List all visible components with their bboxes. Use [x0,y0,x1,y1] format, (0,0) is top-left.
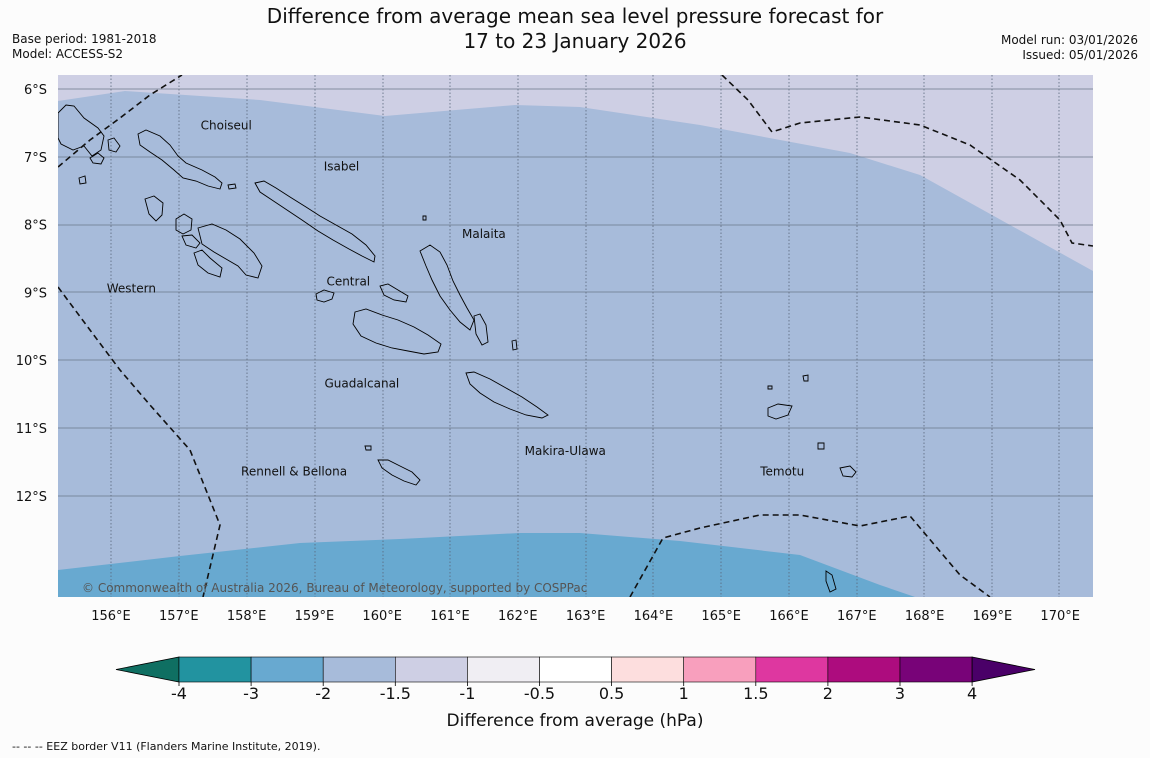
eez-borders [58,75,1093,597]
colorbar-swatch [755,656,829,683]
model-name: Model: ACCESS-S2 [12,47,124,61]
colorbar-tick-label: 0.5 [599,684,624,703]
solomon-islands-coastlines [58,104,857,593]
colorbar-tick-label: 1.5 [743,684,768,703]
lon-tick-label: 164°E [634,609,674,624]
lat-tick-label: 7°S [24,151,47,166]
lon-tick-label: 158°E [227,609,267,624]
place-label: Malaita [462,227,506,241]
latitude-tick-labels: 6°S 7°S 8°S 9°S 10°S 11°S 12°S [16,83,47,505]
place-label: Rennell & Bellona [241,464,347,478]
colorbar-swatch [250,656,324,683]
parallel-lines [58,88,1093,497]
lon-tick-label: 166°E [769,609,809,624]
lat-tick-label: 6°S [24,83,47,98]
place-label: Choiseul [201,119,252,133]
colorbar-tick-label: -1.5 [380,684,411,703]
colorbar-extend-high [971,656,1036,683]
lat-tick-label: 9°S [24,286,47,301]
colorbar-swatch [683,656,757,683]
colorbar-swatch [322,656,396,683]
lon-tick-label: 159°E [295,609,335,624]
title-line-1: Difference from average mean sea level p… [266,4,884,28]
colorbar-swatch [178,656,252,683]
colorbar-swatch [827,656,901,683]
region-blue-grey [58,91,1093,597]
lon-tick-label: 161°E [430,609,470,624]
lon-tick-label: 170°E [1040,609,1080,624]
model-run: Model run: 03/01/2026 [1000,33,1138,47]
meridian-lines [110,75,1060,597]
title-line-2: 17 to 23 January 2026 [463,29,687,53]
colorbar-tick-label: -4 [171,684,187,703]
colorbar-swatches [115,656,1036,683]
region-medium-blue [58,533,915,597]
colorbar: -4 -3 -2 -1.5 -1 -0.5 0.5 1 1.5 2 3 4 Difference fr… [115,656,1036,731]
lon-tick-label: 169°E [973,609,1013,624]
colorbar-swatch [899,656,973,683]
colorbar-swatch [539,656,612,683]
colorbar-tick-label: 3 [895,684,905,703]
lon-tick-label: 157°E [159,609,199,624]
colorbar-extend-low [115,656,180,683]
lon-tick-label: 168°E [905,609,945,624]
lon-tick-label: 162°E [498,609,538,624]
colorbar-swatch [611,656,684,683]
issued-date: Issued: 05/01/2026 [1022,48,1138,62]
colorbar-tick-label: 2 [823,684,833,703]
colorbar-tick-label: -2 [315,684,331,703]
place-label: Western [107,281,156,295]
place-label: Temotu [759,464,804,478]
place-label: Isabel [324,159,359,173]
colorbar-tick-label: -1 [459,684,475,703]
base-period: Base period: 1981-2018 [12,32,157,46]
lat-tick-label: 12°S [16,490,47,505]
lat-tick-label: 8°S [24,219,47,234]
place-label: Guadalcanal [324,376,399,390]
colorbar-label: Difference from average (hPa) [447,711,704,731]
lat-tick-label: 10°S [16,354,47,369]
longitude-tick-labels: 156°E 157°E 158°E 159°E 160°E 161°E 162°E 163°E… [91,609,1080,624]
colorbar-swatch [467,656,540,683]
lon-tick-label: 163°E [566,609,606,624]
lon-tick-label: 167°E [837,609,877,624]
colorbar-tick-label: 4 [967,684,977,703]
eez-legend-note: -- -- -- EEZ border V11 (Flanders Marine… [12,740,321,753]
colorbar-tick-label: -0.5 [524,684,555,703]
colorbar-tick-label: 1 [679,684,689,703]
copyright-notice: © Commonwealth of Australia 2026, Bureau… [82,581,587,595]
colorbar-swatch [394,656,468,683]
place-label: Makira-Ulawa [525,444,606,458]
place-label: Central [326,275,370,289]
map-figure: Choiseul Isabel Malaita Western Central Guada… [16,75,1093,624]
lat-tick-label: 11°S [16,422,47,437]
place-labels: Choiseul Isabel Malaita Western Central Guada… [107,119,804,479]
lon-tick-label: 156°E [91,609,131,624]
lon-tick-label: 165°E [701,609,741,624]
colorbar-tick-labels: -4 -3 -2 -1.5 -1 -0.5 0.5 1 1.5 2 3 4 [171,682,977,703]
colorbar-tick-label: -3 [243,684,259,703]
lon-tick-label: 160°E [362,609,402,624]
